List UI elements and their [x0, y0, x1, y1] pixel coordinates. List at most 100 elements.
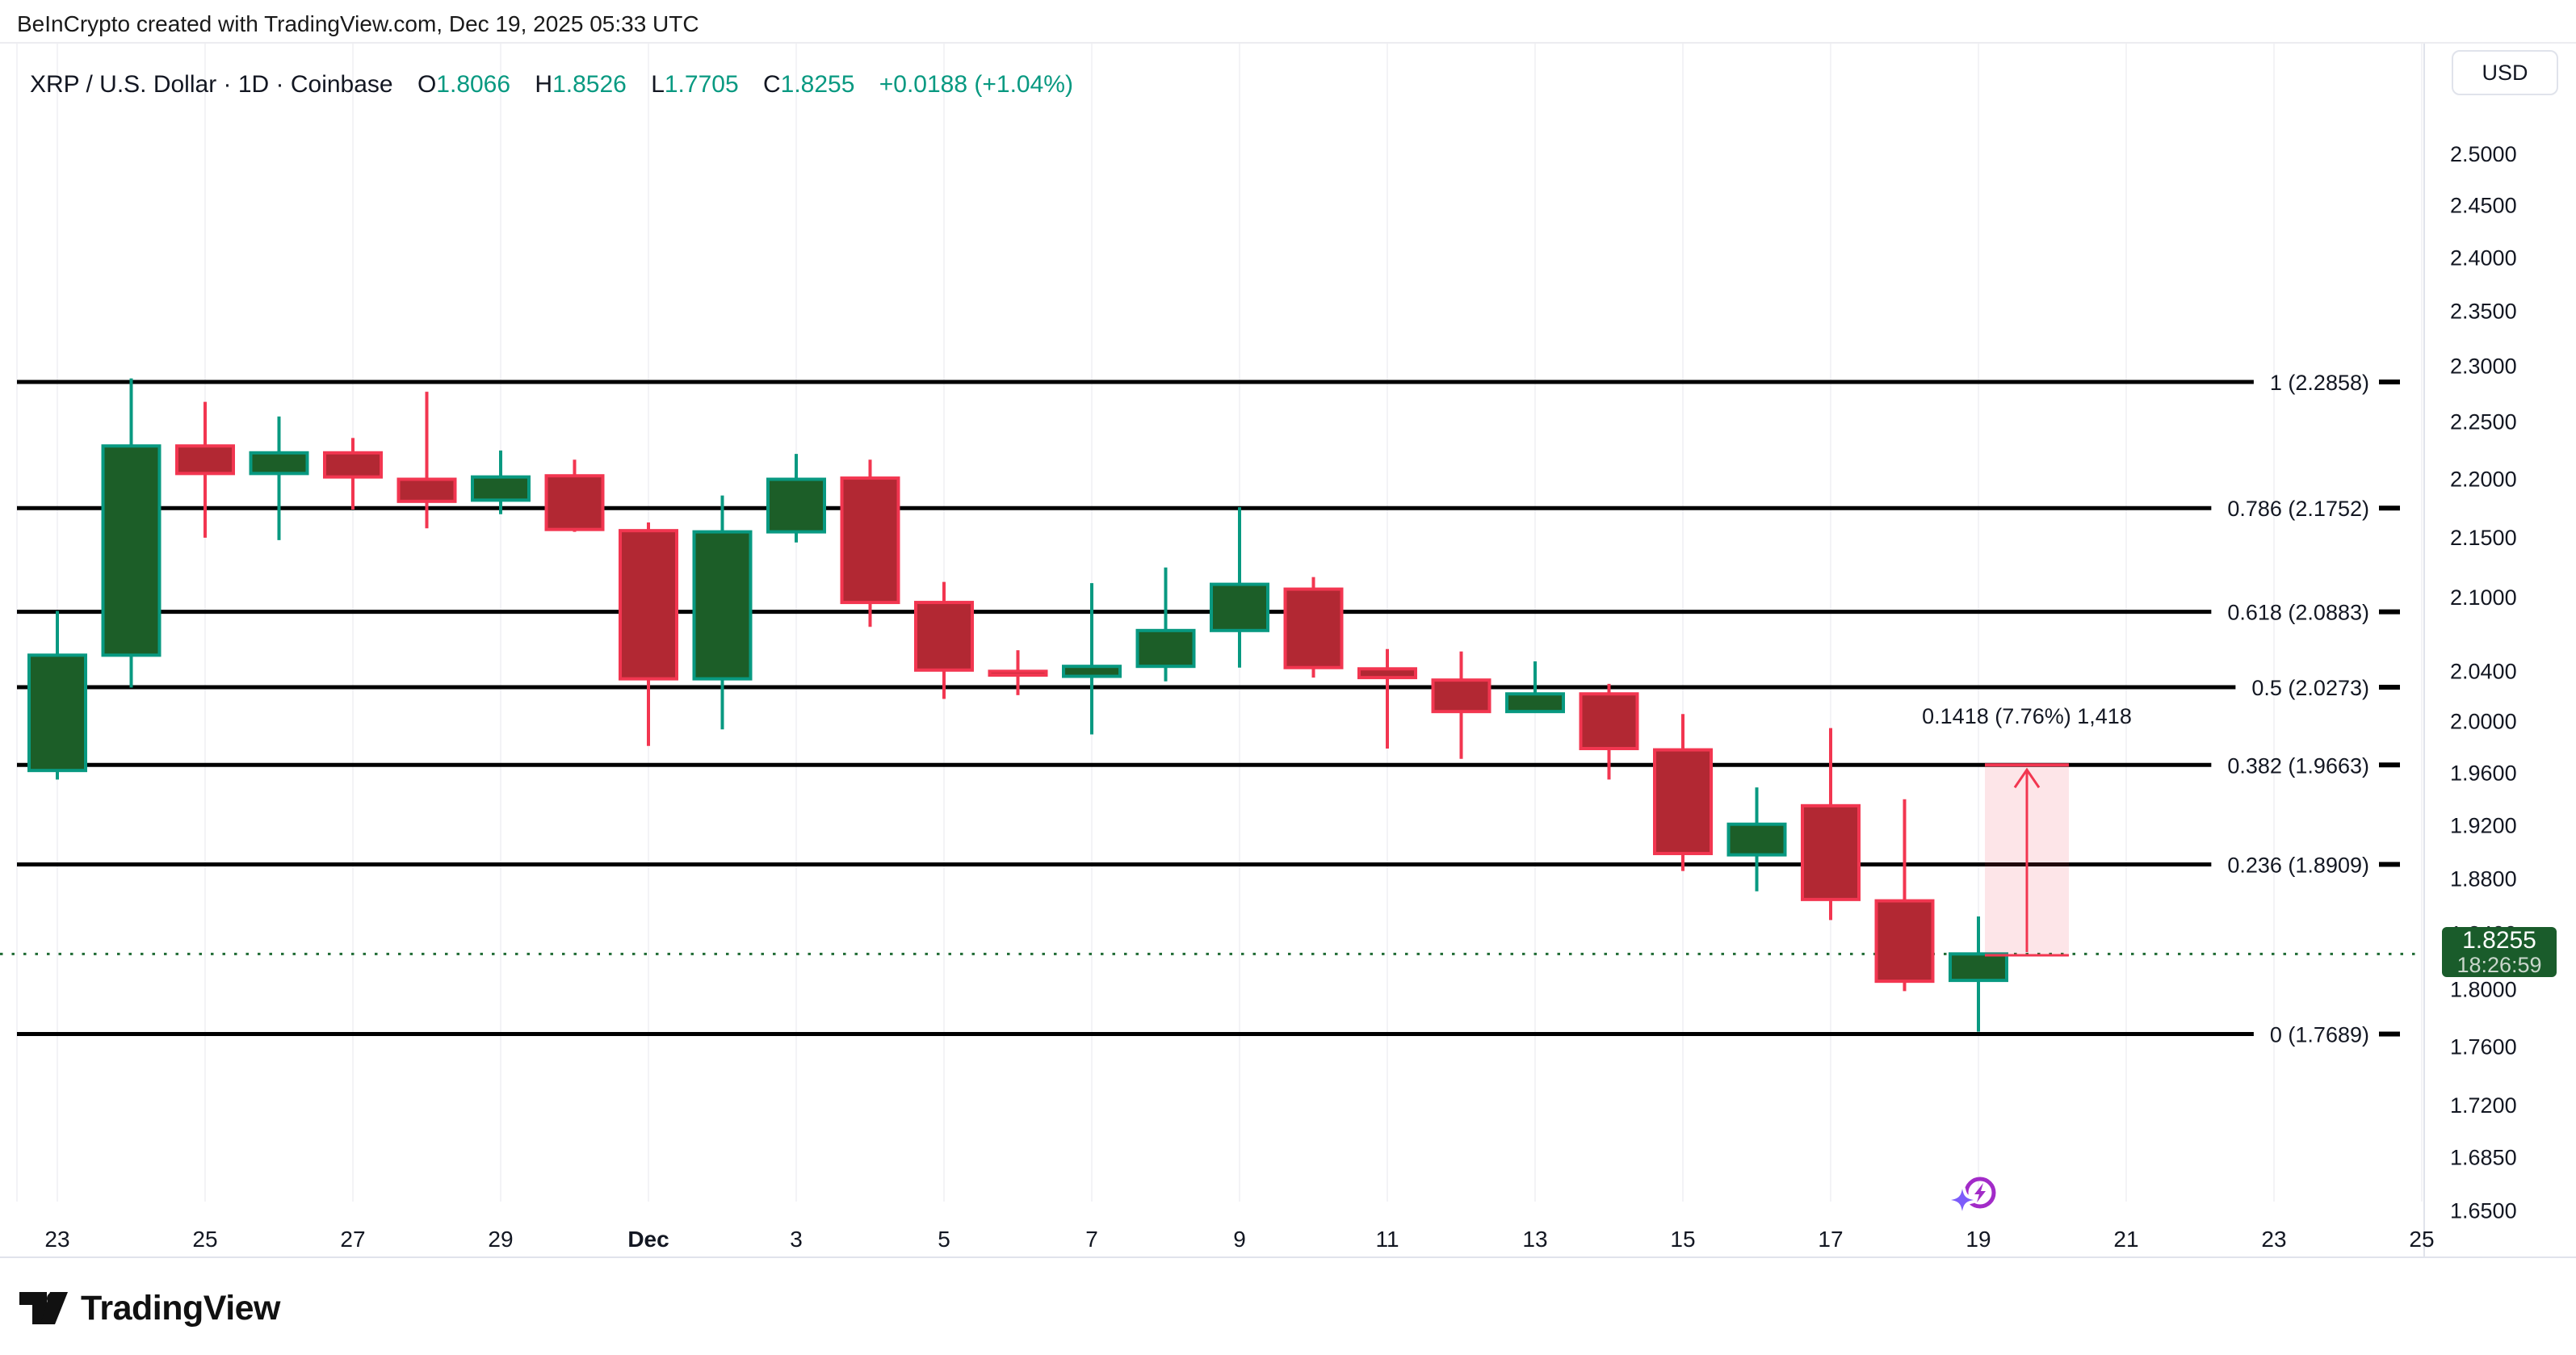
candle-body: [249, 451, 309, 476]
price-tick-label: 2.0400: [2450, 659, 2517, 683]
time-axis-label: 13: [1522, 1227, 1547, 1252]
price-tick-label: 2.5000: [2450, 142, 2517, 166]
candle-body: [323, 451, 383, 479]
candle-body: [766, 477, 826, 534]
candle-body: [1062, 665, 1122, 678]
candle-body: [544, 474, 605, 531]
fib-axis-dash: [2379, 380, 2400, 384]
candle-body: [1431, 678, 1491, 714]
price-tick-label: 1.6850: [2450, 1146, 2517, 1170]
time-axis-label: 3: [790, 1227, 803, 1252]
price-tick-label: 2.4000: [2450, 245, 2517, 270]
candle-body: [1653, 748, 1713, 855]
tradingview-logo-mark: [19, 1292, 68, 1324]
price-tick-label: 2.2500: [2450, 410, 2517, 434]
time-axis-label: 11: [1375, 1227, 1399, 1252]
bar-countdown: 18:26:59: [2456, 952, 2542, 977]
fib-axis-dash: [2379, 762, 2400, 768]
price-tick-label: 1.7200: [2450, 1093, 2517, 1118]
close-label: C: [762, 71, 781, 98]
candle-body: [396, 477, 457, 503]
low-label: L: [651, 71, 665, 98]
candle-body: [1283, 587, 1344, 669]
price-tick-label: 1.7600: [2450, 1034, 2517, 1059]
header-separator: [0, 42, 2576, 44]
candle-body: [1579, 692, 1639, 750]
fib-level-label[interactable]: 0.236 (1.8909): [2227, 853, 2369, 877]
time-axis-label: 7: [1085, 1227, 1098, 1252]
candle-body: [1135, 628, 1196, 669]
price-tick-label: 2.3500: [2450, 300, 2517, 324]
candle-body: [1949, 952, 2008, 983]
candle-body: [1801, 803, 1861, 901]
time-axis-label: 23: [2261, 1227, 2286, 1252]
time-axis-label: 29: [488, 1227, 513, 1252]
price-tick-label: 1.6500: [2450, 1199, 2517, 1223]
fib-axis-dash: [2379, 609, 2400, 615]
candle-body: [101, 444, 162, 657]
open-label: O: [417, 71, 437, 98]
time-axis-label: 27: [340, 1227, 365, 1252]
low-value: 1.7705: [664, 71, 739, 98]
fib-axis-dash: [2379, 685, 2400, 690]
high-label: H: [535, 71, 553, 98]
time-axis-label: 25: [2409, 1227, 2434, 1252]
fib-axis-dash: [2379, 862, 2400, 867]
fib-axis-dash: [2379, 1031, 2400, 1037]
time-axis-label: 21: [2113, 1227, 2138, 1252]
candle-body: [1357, 667, 1417, 680]
change-value: +0.0188 (+1.04%): [879, 71, 1073, 98]
fib-level-label[interactable]: 0.5 (2.0273): [2251, 676, 2369, 700]
candle-body: [914, 601, 974, 672]
tradingview-logo-link[interactable]: TradingView: [19, 1286, 281, 1331]
high-value: 1.8526: [552, 71, 627, 98]
tradingview-wordmark: TradingView: [81, 1288, 281, 1328]
candle-body: [692, 530, 753, 681]
time-axis-label: 23: [44, 1227, 69, 1252]
candle-body: [988, 669, 1048, 677]
close-value: 1.8255: [780, 71, 855, 98]
time-axis-label: Dec: [627, 1227, 669, 1252]
measurement-arrowhead: [2013, 767, 2041, 789]
candle-body: [1726, 822, 1787, 857]
candle-body: [619, 529, 678, 681]
time-axis-label: 17: [1818, 1227, 1843, 1252]
price-tick-label: 1.8800: [2450, 867, 2517, 891]
price-tick-label: 1.8000: [2450, 978, 2517, 1002]
time-axis-label: 9: [1233, 1227, 1246, 1252]
last-price-label: 1.8255 18:26:59: [2442, 927, 2557, 977]
candle-body: [1505, 692, 1565, 714]
fib-axis-dash: [2379, 506, 2400, 511]
price-tick-label: 1.9200: [2450, 813, 2517, 837]
fib-level-label[interactable]: 0 (1.7689): [2270, 1023, 2369, 1047]
price-range-measurement-label: 0.1418 (7.76%) 1,418: [1922, 704, 2132, 728]
currency-toggle-button[interactable]: USD: [2452, 50, 2558, 95]
symbol-info-bar[interactable]: XRP / U.S. Dollar · 1D · Coinbase O1.806…: [30, 71, 1073, 99]
candle-body: [1874, 899, 1935, 984]
time-axis-label: 15: [1670, 1227, 1695, 1252]
fib-level-label[interactable]: 0.618 (2.0883): [2227, 601, 2369, 625]
time-axis-label: 19: [1966, 1227, 1991, 1252]
open-value: 1.8066: [436, 71, 511, 98]
fib-level-label[interactable]: 0.382 (1.9663): [2227, 753, 2369, 778]
flash-event-icon[interactable]: [1950, 1177, 1996, 1212]
candle-body: [27, 653, 87, 773]
symbol-title[interactable]: XRP / U.S. Dollar · 1D · Coinbase: [30, 71, 393, 98]
fib-level-label[interactable]: 0.786 (2.1752): [2227, 497, 2369, 521]
price-tick-label: 2.1000: [2450, 585, 2517, 610]
last-price-value: 1.8255: [2462, 927, 2536, 954]
candle-body: [840, 476, 900, 605]
price-tick-label: 2.4500: [2450, 193, 2517, 217]
time-axis-bottom-separator: [0, 1256, 2576, 1258]
candle-body: [175, 444, 235, 476]
time-axis-label: 5: [938, 1227, 950, 1252]
attribution-text: BeInCrypto created with TradingView.com,…: [17, 11, 699, 36]
candle-body: [471, 475, 531, 502]
price-tick-label: 2.1500: [2450, 526, 2517, 550]
fib-level-label[interactable]: 1 (2.2858): [2270, 371, 2369, 395]
candle-body: [1210, 582, 1269, 632]
price-tick-label: 1.9600: [2450, 761, 2517, 785]
time-axis-label: 25: [192, 1227, 217, 1252]
price-tick-label: 2.3000: [2450, 354, 2517, 378]
